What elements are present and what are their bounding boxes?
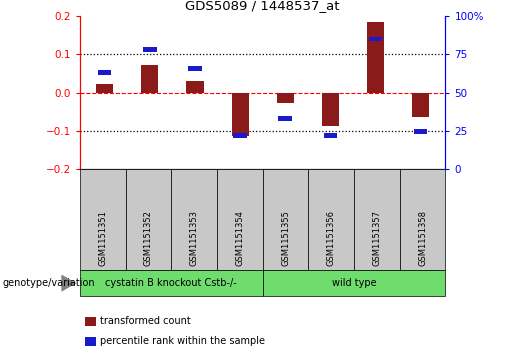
Text: GSM1151353: GSM1151353 (190, 210, 199, 266)
Text: GSM1151357: GSM1151357 (372, 210, 382, 266)
Text: GSM1151356: GSM1151356 (327, 210, 336, 266)
Bar (143, 47, 157, 52)
Bar (277, 93, 294, 103)
Text: GSM1151351: GSM1151351 (98, 210, 107, 266)
Text: cystatin B knockout Cstb-/-: cystatin B knockout Cstb-/- (106, 278, 237, 288)
Title: GDS5089 / 1448537_at: GDS5089 / 1448537_at (185, 0, 340, 12)
Bar (233, 133, 247, 138)
Text: GSM1151354: GSM1151354 (235, 210, 244, 266)
Bar (412, 93, 429, 117)
Bar (322, 93, 339, 126)
Text: percentile rank within the sample: percentile rank within the sample (100, 336, 265, 346)
Bar (414, 129, 427, 134)
Bar (232, 93, 249, 136)
Bar (141, 65, 159, 93)
Bar (279, 116, 292, 121)
Bar (323, 133, 337, 138)
Text: genotype/variation: genotype/variation (3, 278, 95, 288)
Bar (369, 37, 382, 41)
Bar (98, 70, 111, 75)
Text: transformed count: transformed count (100, 316, 191, 326)
Bar (188, 66, 202, 71)
Bar (96, 84, 113, 93)
Bar (367, 22, 384, 93)
Text: GSM1151355: GSM1151355 (281, 210, 290, 266)
Text: GSM1151352: GSM1151352 (144, 210, 153, 266)
Text: GSM1151358: GSM1151358 (418, 210, 427, 266)
Bar (186, 81, 203, 93)
Text: wild type: wild type (332, 278, 376, 288)
